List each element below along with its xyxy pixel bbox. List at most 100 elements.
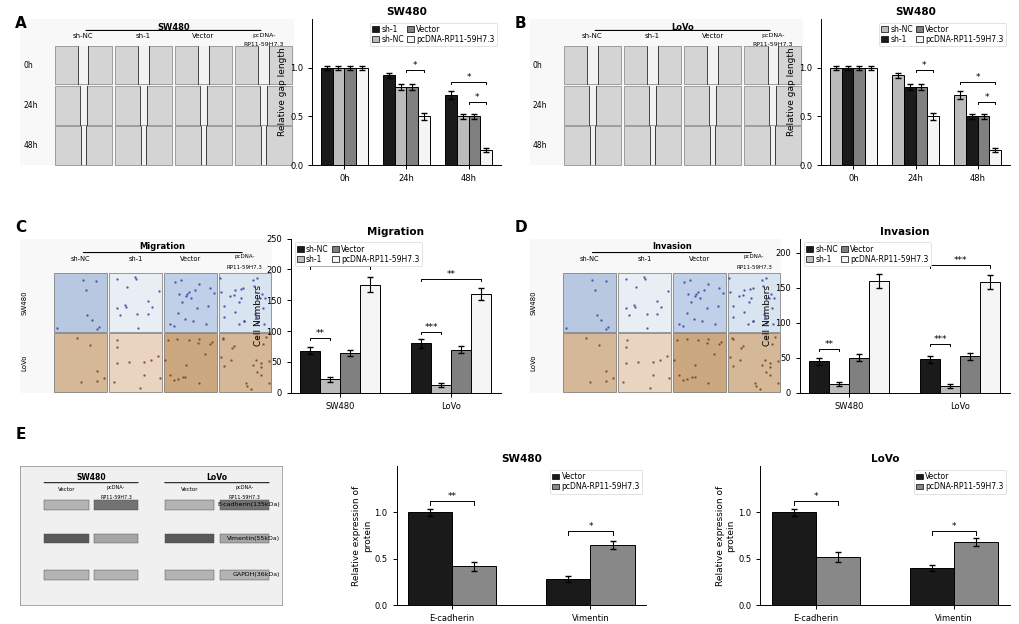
Bar [139,46,149,84]
Bar [260,86,267,125]
Bar [140,86,147,125]
Bar [770,512,815,605]
Bar [360,285,380,392]
Bar [219,570,269,580]
Bar [953,542,998,605]
Bar [411,343,431,392]
Text: ***: *** [424,323,437,333]
Bar [94,570,139,580]
Bar [828,384,849,392]
Bar [300,351,320,392]
Text: RP11-59H7.3: RP11-59H7.3 [100,495,131,500]
Text: SW480: SW480 [530,290,536,315]
Title: SW480: SW480 [385,7,427,17]
Text: A: A [15,16,28,31]
Bar [903,87,915,165]
Bar [44,500,89,510]
Text: 48h: 48h [532,141,546,150]
Bar [451,566,496,605]
Bar [94,500,139,510]
Text: 48h: 48h [23,141,38,150]
Y-axis label: Relative gap length: Relative gap length [278,47,287,137]
Bar [332,67,344,165]
Text: Vector: Vector [701,34,723,39]
Bar [81,126,86,165]
Text: RP11-59H7.3: RP11-59H7.3 [736,265,771,270]
Text: sh-1: sh-1 [128,256,143,261]
Bar [198,46,209,84]
Bar [891,76,903,165]
Text: **: ** [316,329,324,338]
Text: ***: *** [842,251,855,260]
Text: Vector: Vector [180,487,198,492]
Text: LoVo: LoVo [530,354,536,371]
Text: E-cadherin(135kDa): E-cadherin(135kDa) [217,502,279,507]
Bar [78,46,89,84]
Bar [909,568,953,605]
Text: sh-1: sh-1 [644,34,659,39]
Bar [258,46,269,84]
Text: *: * [951,522,956,531]
Bar [457,117,468,165]
Text: pcDNA-: pcDNA- [743,254,763,259]
Title: Invasion: Invasion [879,227,928,236]
Bar [344,67,356,165]
Bar [408,512,451,605]
Bar [382,76,394,165]
Bar [829,67,841,165]
Bar [394,87,406,165]
Text: Vector: Vector [179,256,201,261]
Legend: sh-NC, sh-1, Vector, pcDNA-RP11-59H7.3: sh-NC, sh-1, Vector, pcDNA-RP11-59H7.3 [294,243,421,266]
Title: SW480: SW480 [895,7,935,17]
Text: pcDNA-: pcDNA- [760,34,784,39]
Text: pcDNA-: pcDNA- [252,34,275,39]
Bar [707,46,717,84]
Bar [648,86,655,125]
Bar [953,95,965,165]
Bar [164,570,214,580]
Bar [915,87,926,165]
Bar [590,545,634,605]
Y-axis label: Relative gap length: Relative gap length [787,47,796,137]
Text: D: D [515,220,527,235]
Text: **: ** [447,492,457,501]
Text: Migration: Migration [140,241,185,251]
Bar [965,117,976,165]
Text: 24h: 24h [532,100,546,110]
Text: pcDNA-: pcDNA- [107,485,125,490]
Text: GAPDH(36kDa): GAPDH(36kDa) [232,572,279,577]
Title: SW480: SW480 [500,454,541,464]
Text: LoVo: LoVo [21,354,28,371]
Bar [164,500,214,510]
Bar [926,117,938,165]
Bar [201,126,206,165]
Text: *: * [813,492,817,501]
Bar [841,67,853,165]
Bar [868,281,889,392]
Text: sh-1: sh-1 [136,34,151,39]
Bar [219,500,269,510]
Bar [988,150,1001,165]
Text: C: C [15,220,26,235]
Y-axis label: Cell Numbers: Cell Numbers [254,285,263,346]
Text: RP11-59H7.3: RP11-59H7.3 [752,42,792,47]
Text: sh-NC: sh-NC [70,256,91,261]
Text: SW480: SW480 [76,473,106,482]
Text: sh-NC: sh-NC [582,34,602,39]
Bar [849,358,868,392]
Text: SW480: SW480 [21,290,28,315]
Text: **: ** [335,257,344,266]
Bar [976,117,988,165]
Text: 0h: 0h [23,61,33,70]
Bar [200,86,207,125]
Text: pcDNA-: pcDNA- [234,254,255,259]
Text: sh-NC: sh-NC [73,34,94,39]
Text: ***: *** [953,256,966,265]
Text: *: * [475,93,479,102]
Text: RP11-59H7.3: RP11-59H7.3 [244,42,283,47]
Bar [708,86,715,125]
Bar [444,95,457,165]
Text: SW480: SW480 [157,23,190,32]
Text: *: * [983,93,987,102]
Text: ***: *** [932,334,947,344]
